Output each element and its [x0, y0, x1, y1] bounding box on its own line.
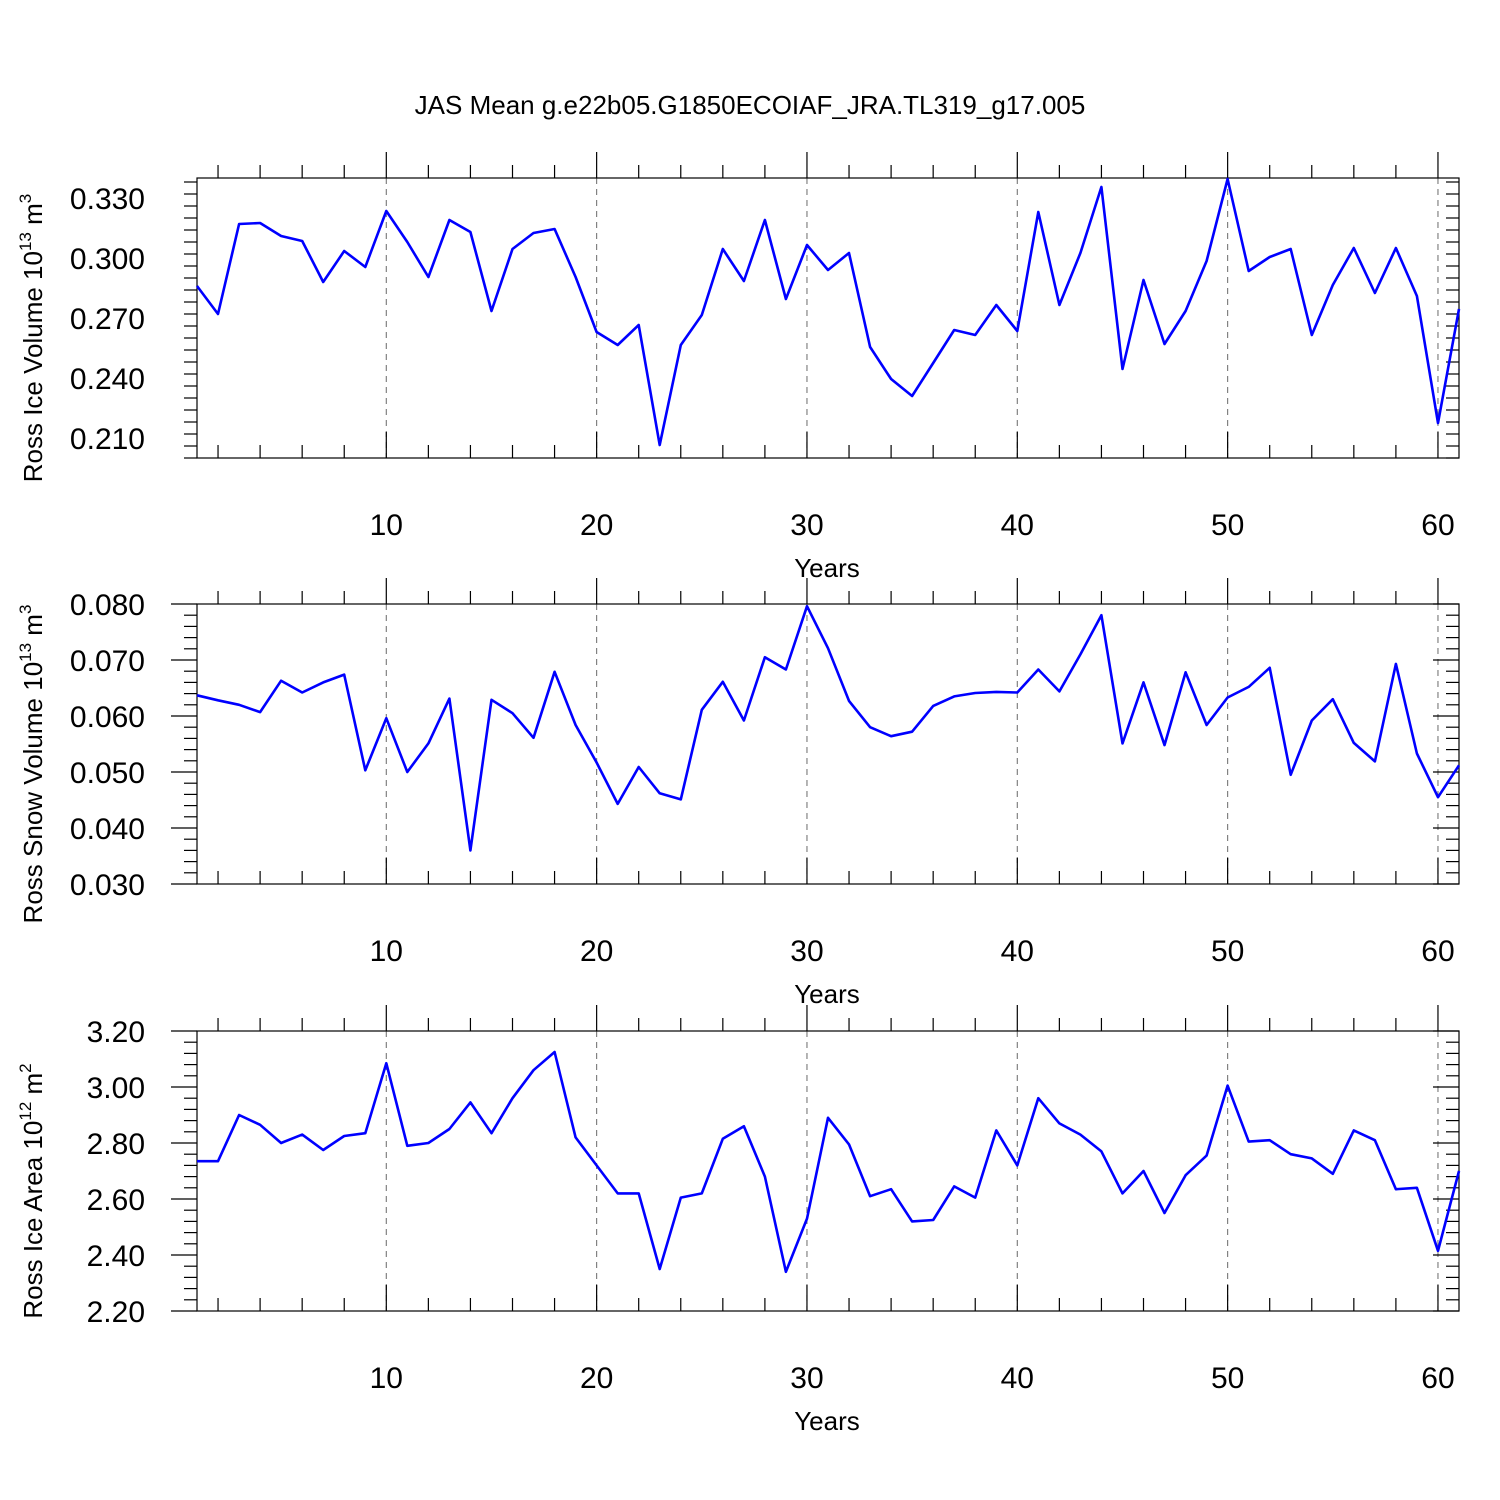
panels: 10 20 30 40 50 60 Years 0.210 0.240 0.270 0.300 0.3…: [16, 152, 1461, 1436]
ross-ice-volume-series-line: [195, 177, 1461, 447]
ross-ice-area-panel: 10 20 30 40 50 60 Years 2.20 2.40 2.60 2.80 3.00 3.2…: [16, 1005, 1461, 1436]
x-tick-label: 30: [790, 1362, 823, 1395]
ross-ice-volume-panel: 10 20 30 40 50 60 Years 0.210 0.240 0.270 0.300 0.3…: [16, 152, 1461, 583]
x-tick-label: 50: [1211, 935, 1244, 968]
x-tick-label: 60: [1421, 509, 1454, 542]
y-tick-label: 0.080: [70, 589, 145, 622]
y-tick-label: 2.40: [87, 1240, 145, 1273]
ross-snow-volume-panel: 10 20 30 40 50 60 Years 0.030 0.040 0.050 0.060 0.0…: [16, 578, 1461, 1009]
plot-frame: [196, 1030, 1460, 1312]
x-tick-label: 20: [580, 509, 613, 542]
y-tick-label: 2.20: [87, 1296, 145, 1329]
y-tick-label: 0.040: [70, 813, 145, 846]
y-tick-label: 0.050: [70, 757, 145, 790]
y-axis-label: Ross Snow Volume 1013 m3: [16, 605, 48, 924]
x-tick-label: 50: [1211, 509, 1244, 542]
x-tick-label: 10: [370, 935, 403, 968]
x-tick-label: 60: [1421, 1362, 1454, 1395]
y-tick-label: 3.20: [87, 1016, 145, 1049]
ross-ice-area-series-line: [197, 1050, 1461, 1274]
ross-snow-volume-series-line: [196, 604, 1461, 852]
x-tick-label: 20: [580, 1362, 613, 1395]
x-tick-label: 40: [1001, 935, 1034, 968]
y-tick-label: 2.60: [87, 1184, 145, 1217]
x-axis-label: Years: [794, 553, 860, 583]
x-tick-label: 10: [370, 509, 403, 542]
x-tick-label: 60: [1421, 935, 1454, 968]
y-tick-label: 0.060: [70, 701, 145, 734]
y-tick-label: 0.300: [70, 243, 145, 276]
y-tick-label: 0.270: [70, 303, 145, 336]
y-axis-label: Ross Ice Area 1012 m2: [16, 1063, 48, 1318]
y-tick-label: 0.240: [70, 363, 145, 396]
x-axis-label: Years: [794, 1406, 860, 1436]
plot-frame: [196, 177, 1460, 459]
y-tick-label: 0.210: [70, 423, 145, 456]
x-tick-label: 30: [790, 509, 823, 542]
y-tick-label: 0.330: [70, 183, 145, 216]
x-tick-label: 20: [580, 935, 613, 968]
y-tick-label: 2.80: [87, 1128, 145, 1161]
plot-frame: [196, 603, 1460, 885]
y-axis-label: Ross Ice Volume 1013 m3: [16, 194, 48, 483]
x-tick-label: 50: [1211, 1362, 1244, 1395]
x-tick-label: 40: [1001, 1362, 1034, 1395]
figure-title: JAS Mean g.e22b05.G1850ECOIAF_JRA.TL319_…: [415, 90, 1086, 120]
x-tick-label: 10: [370, 1362, 403, 1395]
y-tick-label: 0.030: [70, 869, 145, 902]
y-tick-label: 0.070: [70, 645, 145, 678]
x-axis-label: Years: [794, 979, 860, 1009]
x-tick-label: 30: [790, 935, 823, 968]
y-tick-label: 3.00: [87, 1072, 145, 1105]
x-tick-label: 40: [1001, 509, 1034, 542]
